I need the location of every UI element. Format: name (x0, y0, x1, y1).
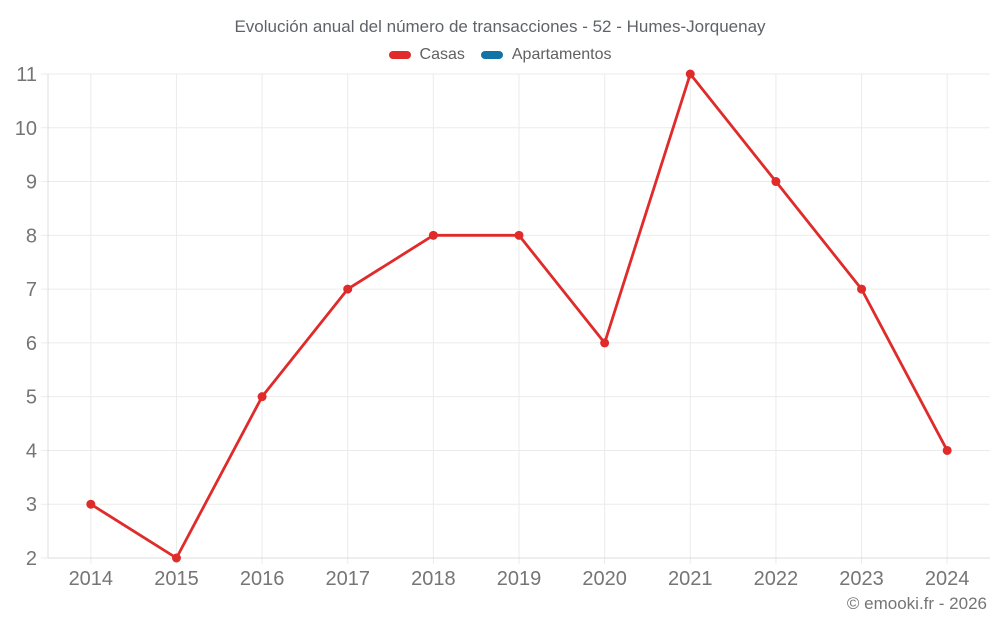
x-axis-label: 2018 (411, 568, 456, 590)
y-axis-label: 9 (26, 172, 37, 194)
data-point-2024[interactable] (942, 445, 952, 455)
y-axis-label: 2 (26, 548, 37, 570)
data-point-2014[interactable] (86, 499, 96, 509)
x-axis-label: 2023 (839, 568, 884, 590)
legend-swatch-casas-icon (388, 51, 411, 59)
y-axis-label: 5 (26, 387, 37, 409)
x-axis-label: 2019 (497, 568, 542, 590)
x-axis-label: 2016 (240, 568, 285, 590)
legend-item-apartamentos[interactable]: Apartamentos (480, 46, 612, 63)
data-point-2022[interactable] (771, 177, 781, 187)
legend-swatch-apartamentos-icon (480, 51, 503, 59)
y-axis-label: 8 (26, 225, 37, 247)
y-axis-label: 3 (26, 494, 37, 516)
data-point-2017[interactable] (343, 284, 353, 294)
y-axis-label: 4 (26, 440, 37, 462)
data-point-2020[interactable] (600, 338, 610, 348)
data-point-2023[interactable] (857, 284, 867, 294)
x-axis-label: 2017 (325, 568, 370, 590)
data-point-2016[interactable] (257, 392, 267, 402)
y-axis-label: 10 (15, 118, 37, 140)
x-axis-label: 2014 (69, 568, 114, 590)
y-axis-label: 7 (26, 279, 37, 301)
data-point-2015[interactable] (171, 553, 181, 563)
y-axis-label: 6 (26, 333, 37, 355)
legend-label-apartamentos: Apartamentos (511, 46, 612, 63)
x-axis-label: 2015 (154, 568, 199, 590)
data-point-2019[interactable] (514, 230, 524, 240)
x-axis-label: 2022 (754, 568, 799, 590)
x-axis-label: 2021 (668, 568, 713, 590)
copyright: © emooki.fr - 2026 (846, 594, 987, 613)
x-axis-label: 2024 (925, 568, 970, 590)
data-point-2018[interactable] (428, 230, 438, 240)
data-point-2021[interactable] (685, 69, 695, 79)
x-axis-label: 2020 (582, 568, 627, 590)
chart-title: Evolución anual del número de transaccio… (234, 17, 766, 36)
legend-item-casas[interactable]: Casas (388, 46, 465, 63)
legend-label-casas: Casas (419, 46, 465, 63)
chart-legend: Casas Apartamentos (0, 47, 1000, 63)
y-axis-label: 11 (16, 64, 37, 86)
